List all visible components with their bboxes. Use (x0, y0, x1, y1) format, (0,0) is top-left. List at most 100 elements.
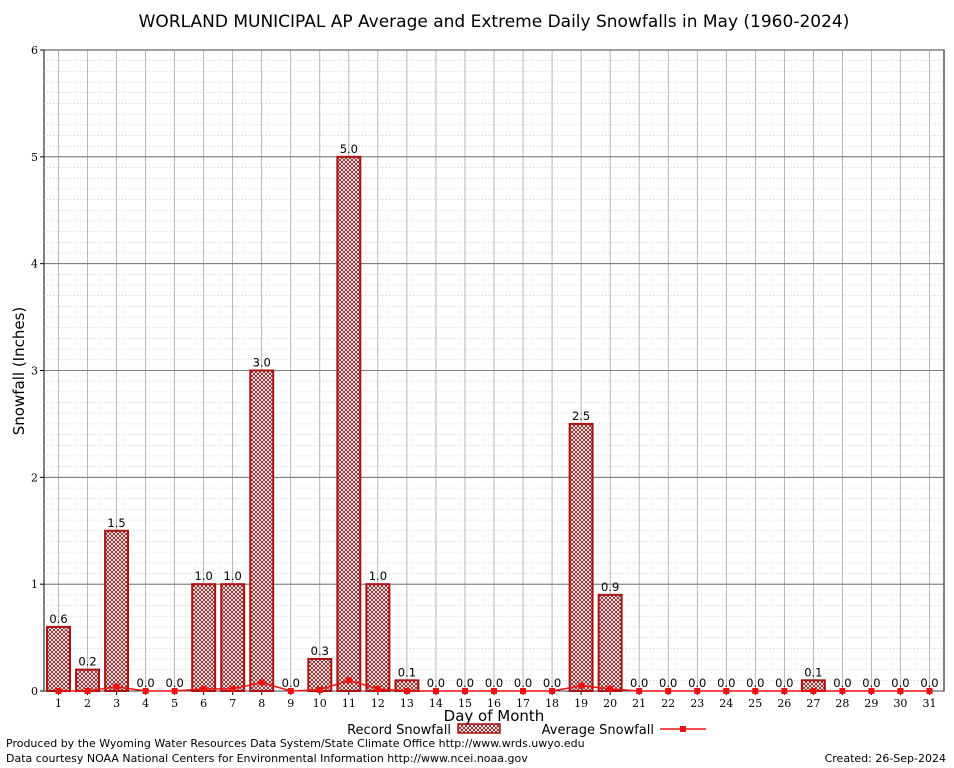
average-point (55, 688, 62, 694)
bar-value-label: 2.5 (572, 409, 590, 423)
bar-value-label: 0.0 (862, 676, 880, 690)
x-tick-label: 1 (55, 697, 62, 710)
bar-value-label: 0.0 (746, 676, 764, 690)
bar-value-label: 0.0 (543, 676, 561, 690)
record-bar (104, 529, 130, 692)
record-bar (46, 625, 71, 693)
bar-value-label: 0.0 (165, 676, 183, 690)
bar-value-label: 0.0 (659, 676, 677, 690)
x-tick-label: 9 (287, 697, 294, 710)
x-tick-label: 25 (748, 697, 762, 710)
x-tick-label: 10 (313, 697, 327, 710)
footer-produced-by: Produced by the Wyoming Water Resources … (6, 737, 585, 750)
record-bar (597, 593, 623, 692)
x-tick-label: 16 (487, 697, 501, 710)
x-tick-label: 8 (258, 697, 265, 710)
record-bar (249, 369, 275, 692)
bar-value-label: 0.0 (485, 676, 503, 690)
average-point (200, 685, 207, 692)
bar-value-label: 1.0 (195, 569, 213, 583)
average-point (461, 688, 468, 694)
chart-title: WORLAND MUNICIPAL AP Average and Extreme… (139, 12, 850, 32)
x-tick-label: 20 (603, 697, 617, 710)
average-point (636, 688, 643, 694)
bar-value-label: 0.2 (78, 655, 96, 669)
record-bar (220, 583, 246, 693)
legend-record-swatch (457, 723, 501, 734)
x-tick-label: 3 (113, 697, 120, 710)
x-axis-ticks: 1 2 3 4 5 6 7 8 9 10 11 12 13 14 15 16 17 18 19 20 21 22 23 24 2… (55, 691, 936, 710)
legend-average-marker (680, 726, 686, 732)
average-point (345, 677, 352, 684)
x-tick-label: 19 (574, 697, 588, 710)
bar-value-label: 0.6 (49, 612, 67, 626)
average-point (403, 688, 410, 694)
record-bar (307, 657, 333, 693)
x-tick-label: 14 (429, 697, 443, 710)
bar-value-label: 0.0 (833, 676, 851, 690)
x-tick-label: 24 (719, 697, 733, 710)
y-tick-label: 1 (31, 578, 38, 591)
bar-value-label: 5.0 (340, 142, 358, 156)
bar-value-label: 0.9 (601, 580, 619, 594)
average-point (810, 688, 817, 694)
average-point (84, 688, 91, 694)
average-snowfall-line (55, 677, 933, 694)
bar-value-label: 0.0 (282, 676, 300, 690)
x-tick-label: 31 (922, 697, 936, 710)
average-point (926, 688, 933, 694)
average-point (549, 688, 556, 694)
bar-value-label: 1.5 (107, 516, 125, 530)
bar-value-label: 0.0 (630, 676, 648, 690)
average-point (113, 683, 120, 690)
grid (44, 49, 944, 692)
x-tick-label: 12 (371, 697, 385, 710)
average-point (171, 688, 178, 694)
average-point (752, 688, 759, 694)
bar-value-label: 1.0 (224, 569, 242, 583)
average-point (316, 686, 323, 693)
x-tick-label: 23 (690, 697, 704, 710)
record-bar (365, 583, 391, 693)
x-tick-label: 22 (661, 697, 675, 710)
x-tick-label: 11 (342, 697, 356, 710)
bar-value-label: 0.0 (717, 676, 735, 690)
x-tick-label: 17 (516, 697, 530, 710)
x-tick-label: 18 (545, 697, 559, 710)
y-tick-label: 6 (31, 44, 38, 57)
x-tick-label: 13 (400, 697, 414, 710)
average-point (607, 685, 614, 692)
y-tick-label: 5 (31, 151, 38, 164)
bar-value-label: 0.1 (804, 665, 822, 679)
record-bar (568, 422, 594, 692)
x-tick-label: 7 (229, 697, 236, 710)
record-bar (75, 668, 101, 693)
y-tick-label: 0 (31, 685, 38, 698)
average-point (374, 685, 381, 692)
footer-data-courtesy: Data courtesy NOAA National Centers for … (6, 752, 528, 765)
bar-value-label: 0.0 (514, 676, 532, 690)
average-point (781, 688, 788, 694)
average-point (142, 688, 149, 694)
bar-value-label: 0.0 (891, 676, 909, 690)
legend-record-label: Record Snowfall (347, 723, 451, 738)
x-tick-label: 4 (142, 697, 149, 710)
average-point (578, 682, 585, 689)
bar-value-label: 0.0 (920, 676, 938, 690)
bar-value-label: 0.0 (775, 676, 793, 690)
bar-value-label: 3.0 (253, 356, 271, 370)
x-tick-label: 6 (200, 697, 207, 710)
legend-average-label: Average Snowfall (542, 723, 654, 738)
average-point (839, 688, 846, 694)
bar-value-label: 0.0 (688, 676, 706, 690)
bar-value-label: 0.1 (398, 665, 416, 679)
x-tick-label: 5 (171, 697, 178, 710)
record-bar (336, 155, 362, 693)
average-point (258, 679, 265, 686)
average-point (694, 688, 701, 694)
average-point (229, 685, 236, 692)
x-tick-label: 15 (458, 697, 472, 710)
bar-value-label: 0.3 (311, 644, 329, 658)
bar-value-label: 1.0 (369, 569, 387, 583)
